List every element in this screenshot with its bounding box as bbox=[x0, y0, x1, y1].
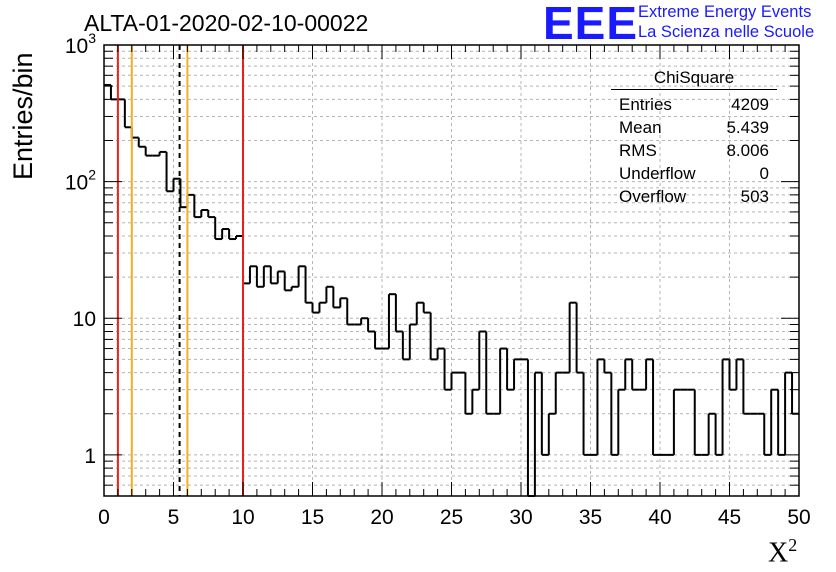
y-tick-label: 102 bbox=[65, 167, 96, 195]
x-tick-label: 30 bbox=[509, 506, 532, 529]
stats-row: Overflow 503 bbox=[611, 185, 777, 208]
stats-label: Underflow bbox=[619, 164, 696, 183]
x-tick-label: 5 bbox=[168, 506, 180, 529]
x-tick-label: 40 bbox=[648, 506, 671, 529]
y-axis-label: Entries/bin bbox=[8, 52, 38, 180]
grid-lines bbox=[104, 45, 799, 497]
stats-value: 5.439 bbox=[726, 118, 769, 137]
x-axis-label-base: X bbox=[768, 537, 789, 569]
marker-lines bbox=[116, 45, 244, 496]
x-tick-label: 10 bbox=[231, 506, 254, 529]
y-tick-label: 1 bbox=[84, 445, 96, 468]
x-tick-label: 25 bbox=[440, 506, 463, 529]
stats-value: 8.006 bbox=[726, 141, 769, 160]
eee-logo: EEE bbox=[543, 0, 639, 49]
stats-title: ChiSquare bbox=[611, 68, 777, 90]
stats-label: Mean bbox=[619, 118, 662, 137]
y-tick-exponent: 3 bbox=[88, 30, 96, 46]
plot-title: ALTA-01-2020-02-10-00022 bbox=[84, 10, 369, 36]
y-tick-exponent: 2 bbox=[88, 167, 96, 183]
y-tick-base: 10 bbox=[73, 308, 96, 331]
axes bbox=[103, 44, 800, 497]
x-axis-label: X2 bbox=[768, 535, 797, 569]
x-tick-label: 15 bbox=[301, 506, 324, 529]
x-tick-label: 35 bbox=[579, 506, 602, 529]
histogram-bars bbox=[104, 83, 799, 497]
stats-label: Overflow bbox=[619, 187, 687, 206]
y-tick-base: 1 bbox=[84, 445, 96, 468]
x-tick-label: 50 bbox=[787, 506, 810, 529]
stats-value: 0 bbox=[759, 164, 769, 183]
stats-label: Entries bbox=[619, 95, 672, 114]
logo-line-2: La Scienza nelle Scuole bbox=[638, 23, 815, 41]
y-tick-label: 10 bbox=[73, 308, 96, 331]
y-tick-label: 103 bbox=[65, 30, 96, 58]
x-tick-label: 45 bbox=[718, 506, 741, 529]
y-tick-base: 10 bbox=[65, 35, 88, 58]
stats-value: 4209 bbox=[731, 95, 769, 114]
logo-line-1: Extreme Energy Events bbox=[638, 3, 812, 21]
stats-box: ChiSquare Entries 4209 Mean 5.439 RMS 8.006… bbox=[611, 68, 777, 208]
y-tick-base: 10 bbox=[65, 172, 88, 195]
stats-label: RMS bbox=[619, 141, 657, 160]
x-axis-label-sup: 2 bbox=[788, 535, 798, 555]
stats-row: Underflow 0 bbox=[611, 162, 777, 185]
stats-value: 503 bbox=[740, 187, 769, 206]
stats-row: RMS 8.006 bbox=[611, 139, 777, 162]
x-tick-label: 20 bbox=[370, 506, 393, 529]
stats-row: Entries 4209 bbox=[611, 93, 777, 116]
x-tick-label: 0 bbox=[98, 506, 110, 529]
logo-caption: Extreme Energy Events La Scienza nelle S… bbox=[638, 2, 814, 42]
stats-row: Mean 5.439 bbox=[611, 116, 777, 139]
